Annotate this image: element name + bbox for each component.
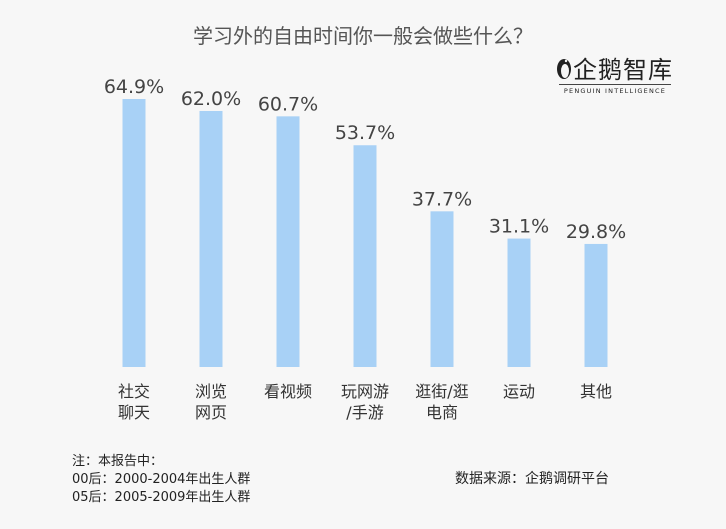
footnote-line: 05后：2005-2009年出生人群 (72, 490, 251, 505)
x-tick-label: 其他 (580, 382, 612, 401)
bar (507, 238, 531, 367)
x-tick-label: 网页 (195, 403, 227, 422)
x-tick-label: 运动 (503, 382, 535, 401)
bar (430, 211, 454, 367)
data-label: 64.9% (104, 76, 164, 98)
bar (199, 110, 223, 368)
data-label: 29.8% (566, 221, 626, 243)
data-label: 62.0% (181, 88, 241, 110)
x-tick-label: 电商 (426, 403, 458, 422)
x-tick-label: 逛街/逛 (415, 382, 468, 401)
data-label: 31.1% (489, 216, 549, 238)
bar (353, 145, 377, 367)
data-label: 53.7% (335, 122, 395, 144)
data-label: 37.7% (412, 188, 472, 210)
penguin-icon (557, 59, 571, 79)
footnote: 注：本报告中： 00后：2000-2004年出生人群 05后：2005-2009… (72, 453, 250, 507)
logo-subtitle: PENGUIN INTELLIGENCE (559, 84, 671, 95)
data-source: 数据来源：企鹅调研平台 (455, 471, 609, 487)
x-tick-label: 玩网游 (341, 382, 389, 401)
x-tick-label: 社交 (118, 382, 150, 401)
x-tick-label: /手游 (346, 403, 383, 422)
x-tick-label: 聊天 (118, 403, 150, 422)
x-tick-label: 看视频 (264, 382, 312, 401)
bar (584, 243, 608, 367)
bar (122, 99, 146, 367)
footnote-line: 00后：2000-2004年出生人群 (72, 472, 251, 487)
footnote-line: 注：本报告中： (72, 454, 164, 469)
data-label: 60.7% (258, 93, 318, 115)
logo: 企鹅智库 PENGUIN INTELLIGENCE (555, 48, 675, 104)
bar (276, 116, 300, 368)
logo-text: 企鹅智库 (573, 56, 673, 84)
chart-title: 学习外的自由时间你一般会做些什么？ (193, 24, 533, 48)
x-tick-label: 浏览 (195, 382, 227, 401)
